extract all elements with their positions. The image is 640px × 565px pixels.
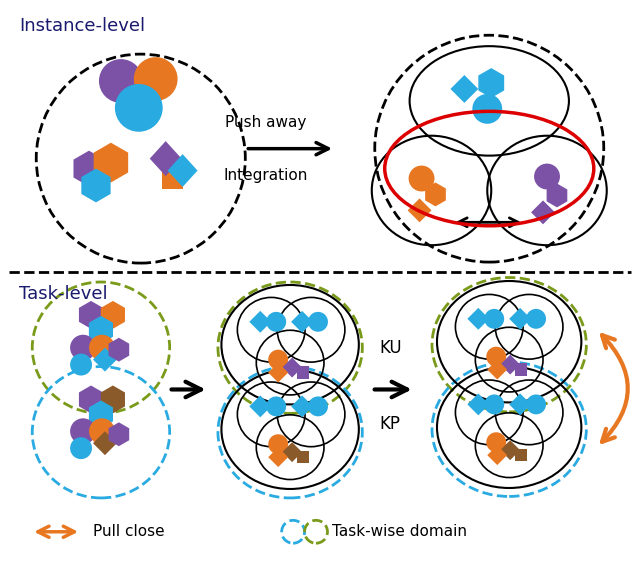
Text: Task-wise domain: Task-wise domain: [332, 524, 467, 539]
Polygon shape: [74, 151, 104, 186]
Polygon shape: [109, 422, 129, 446]
Polygon shape: [451, 75, 478, 103]
Polygon shape: [487, 445, 507, 465]
Circle shape: [115, 84, 163, 132]
Circle shape: [89, 418, 115, 444]
Polygon shape: [425, 182, 446, 206]
Circle shape: [99, 59, 143, 103]
Polygon shape: [93, 347, 117, 372]
Polygon shape: [268, 447, 288, 467]
Polygon shape: [168, 154, 198, 187]
Polygon shape: [93, 431, 117, 455]
Circle shape: [89, 334, 115, 360]
Polygon shape: [89, 401, 113, 428]
Text: Task-level: Task-level: [19, 285, 108, 303]
Polygon shape: [467, 308, 489, 330]
Polygon shape: [500, 355, 520, 375]
Polygon shape: [89, 316, 113, 344]
Circle shape: [486, 347, 506, 367]
Text: KU: KU: [380, 338, 403, 357]
Polygon shape: [531, 201, 555, 224]
Polygon shape: [282, 442, 302, 462]
Circle shape: [526, 394, 546, 414]
Polygon shape: [81, 168, 111, 202]
Text: Pull close: Pull close: [93, 524, 164, 539]
Polygon shape: [93, 143, 128, 182]
Text: KP: KP: [380, 415, 401, 433]
Polygon shape: [547, 184, 567, 207]
Polygon shape: [79, 301, 103, 329]
Polygon shape: [515, 449, 527, 462]
Circle shape: [266, 312, 286, 332]
Circle shape: [526, 309, 546, 329]
Polygon shape: [478, 68, 504, 98]
Polygon shape: [500, 440, 520, 460]
Polygon shape: [109, 338, 129, 362]
Polygon shape: [408, 198, 431, 222]
Polygon shape: [150, 141, 182, 176]
Circle shape: [472, 94, 502, 124]
Circle shape: [70, 354, 92, 376]
Circle shape: [486, 432, 506, 452]
Polygon shape: [509, 308, 531, 330]
Circle shape: [70, 334, 96, 360]
Polygon shape: [162, 168, 183, 189]
Polygon shape: [291, 396, 313, 418]
Polygon shape: [297, 451, 309, 463]
Polygon shape: [250, 311, 271, 333]
Polygon shape: [268, 363, 288, 383]
Circle shape: [408, 166, 435, 192]
Circle shape: [484, 394, 504, 414]
Circle shape: [268, 350, 288, 370]
Polygon shape: [101, 385, 125, 414]
Circle shape: [308, 397, 328, 416]
Polygon shape: [297, 366, 309, 379]
Text: Integration: Integration: [223, 168, 307, 183]
Circle shape: [70, 437, 92, 459]
Circle shape: [534, 164, 560, 189]
Polygon shape: [101, 301, 125, 329]
Polygon shape: [487, 359, 507, 380]
Polygon shape: [79, 385, 103, 414]
Polygon shape: [467, 393, 489, 415]
Circle shape: [484, 309, 504, 329]
Circle shape: [268, 434, 288, 454]
Text: Push away: Push away: [225, 115, 306, 131]
Text: Instance-level: Instance-level: [19, 18, 145, 35]
Circle shape: [308, 312, 328, 332]
Circle shape: [266, 397, 286, 416]
Polygon shape: [291, 311, 313, 333]
Circle shape: [134, 57, 178, 101]
Polygon shape: [250, 396, 271, 418]
Polygon shape: [509, 393, 531, 415]
Circle shape: [70, 418, 96, 444]
Polygon shape: [515, 363, 527, 376]
Polygon shape: [282, 358, 302, 377]
